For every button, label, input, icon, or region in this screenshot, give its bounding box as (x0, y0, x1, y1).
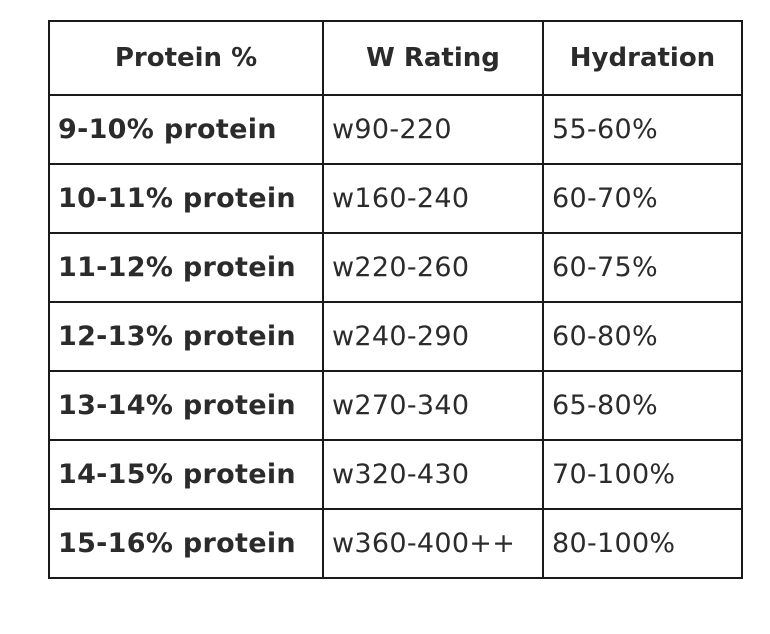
w-rating-cell: w240-290 (322, 301, 544, 372)
header-hydration: Hydration (542, 20, 743, 96)
protein-cell: 11-12% protein (48, 232, 324, 303)
w-rating-cell: w320-430 (322, 439, 544, 510)
w-rating-cell: w160-240 (322, 163, 544, 234)
header-w-rating: W Rating (322, 20, 544, 96)
w-rating-cell: w270-340 (322, 370, 544, 441)
hydration-cell: 60-80% (542, 301, 743, 372)
w-rating-cell: w360-400++ (322, 508, 544, 579)
w-rating-cell: w220-260 (322, 232, 544, 303)
protein-cell: 13-14% protein (48, 370, 324, 441)
w-rating-cell: w90-220 (322, 94, 544, 165)
hydration-cell: 65-80% (542, 370, 743, 441)
flour-protein-table: Protein % W Rating Hydration 9-10% prote… (48, 20, 743, 579)
table-row: 12-13% protein w240-290 60-80% (48, 301, 743, 372)
protein-cell: 9-10% protein (48, 94, 324, 165)
hydration-cell: 80-100% (542, 508, 743, 579)
table-row: 13-14% protein w270-340 65-80% (48, 370, 743, 441)
hydration-cell: 60-75% (542, 232, 743, 303)
protein-cell: 14-15% protein (48, 439, 324, 510)
table-row: 11-12% protein w220-260 60-75% (48, 232, 743, 303)
header-protein-percent: Protein % (48, 20, 324, 96)
protein-cell: 10-11% protein (48, 163, 324, 234)
hydration-cell: 60-70% (542, 163, 743, 234)
hydration-cell: 55-60% (542, 94, 743, 165)
table-row: 9-10% protein w90-220 55-60% (48, 94, 743, 165)
table-row: 15-16% protein w360-400++ 80-100% (48, 508, 743, 579)
protein-cell: 15-16% protein (48, 508, 324, 579)
table-row: 14-15% protein w320-430 70-100% (48, 439, 743, 510)
table-header-row: Protein % W Rating Hydration (48, 20, 743, 96)
table-row: 10-11% protein w160-240 60-70% (48, 163, 743, 234)
hydration-cell: 70-100% (542, 439, 743, 510)
protein-cell: 12-13% protein (48, 301, 324, 372)
